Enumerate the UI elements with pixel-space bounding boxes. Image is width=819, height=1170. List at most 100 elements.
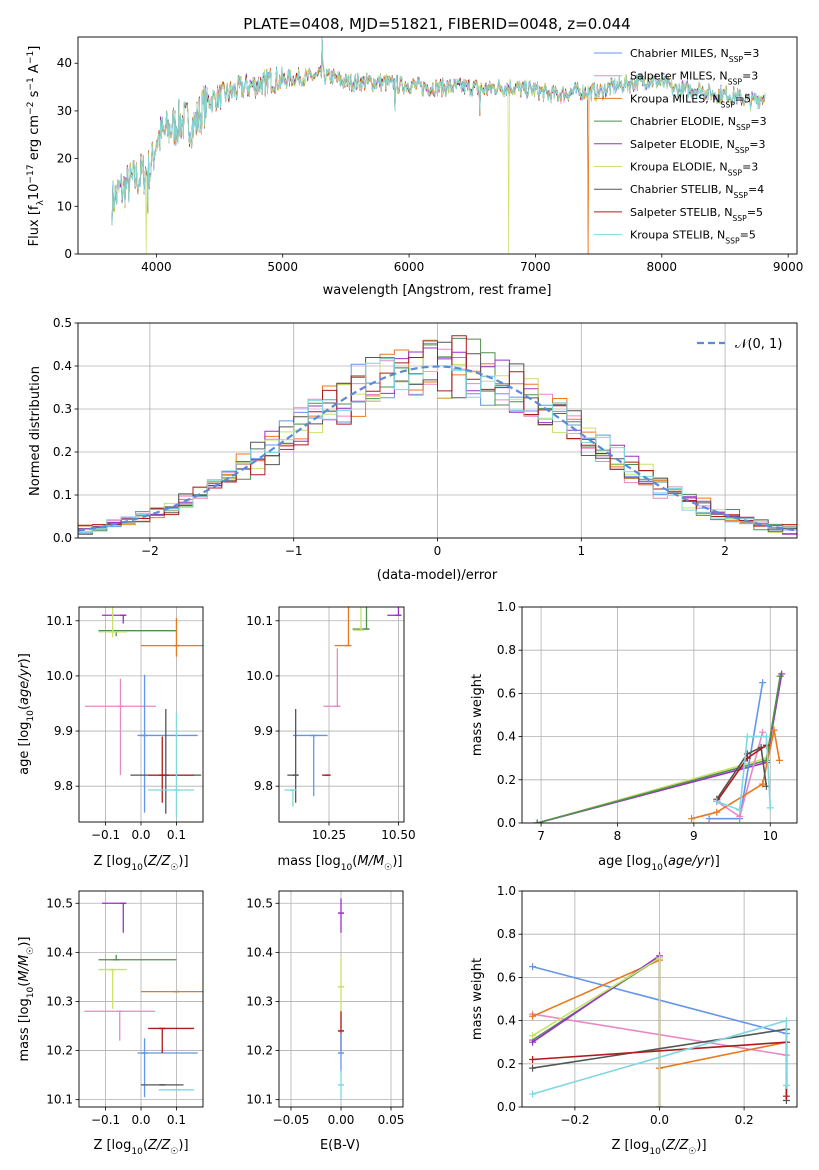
weight-marker (529, 1032, 537, 1040)
y-tick-label: 30 (57, 104, 72, 118)
x-tick-label: −2 (141, 544, 159, 558)
plot-marks (78, 335, 797, 538)
weight-marker (782, 1017, 790, 1025)
chart-spectrum: 4000 5000 6000 7000 8000 9000 0 10 20 30 40 Chabrie… (26, 36, 804, 298)
y-tick-label: 0.2 (53, 445, 72, 459)
x-tick-label: 10 (763, 829, 778, 843)
weight-line (716, 746, 768, 800)
legend-entry: Salpeter MILES, NSSP=3 (630, 70, 758, 87)
legend-entry: 𝒩(0, 1) (735, 337, 782, 352)
x-tick-label: 8 (614, 829, 622, 843)
y-axis-label: Flux [fλ10−17 erg cm−2 s−1 A−1] (26, 46, 46, 247)
weight-marker (782, 1092, 790, 1100)
weight-marker (656, 954, 663, 962)
figure-title: PLATE=0408, MJD=51821, FIBERID=0048, z=0… (243, 15, 630, 33)
y-tick-label: 1.0 (497, 884, 516, 898)
axes-frame (77, 322, 798, 539)
y-tick-label: 9.9 (54, 724, 73, 738)
weight-marker (529, 1090, 537, 1098)
y-tick-label: 10.2 (246, 1044, 273, 1058)
y-axis-label: Normed distribution (28, 366, 43, 496)
chart-weight-vs-age: 7 8 9 10 0.0 0.2 0.4 0.6 0.8 1.0 age [log10(age/yr… (470, 600, 798, 873)
x-tick-label: 2 (721, 544, 729, 558)
x-tick-label: 9 (690, 829, 698, 843)
x-tick-label: 4000 (141, 260, 172, 274)
normal-curve (78, 365, 797, 532)
y-tick-label: 20 (57, 152, 72, 166)
y-tick-label: 40 (57, 56, 72, 70)
x-tick-label: 5000 (267, 260, 298, 274)
x-axis-label: wavelength [Angstrom, rest frame] (323, 283, 552, 298)
chart-mass-vs-Z: −0.1 0.0 0.1 10.1 10.2 10.3 10.4 10.5 Z [log10(Z… (17, 890, 204, 1157)
x-tick-label: 0.2 (735, 1113, 754, 1127)
y-tick-label: 0.4 (497, 730, 516, 744)
chart-residuals: −2 −1 0 1 2 0.0 0.1 0.2 0.3 0.4 0.5 𝒩(0, 1) (data-mo… (28, 316, 798, 583)
y-tick-label: 0.8 (497, 643, 516, 657)
y-tick-label: 10.2 (46, 1044, 73, 1058)
weight-marker (782, 1081, 790, 1089)
x-tick-label: −0.1 (91, 828, 120, 842)
axes-frame (78, 606, 204, 823)
x-axis-label: Z [log10(Z/Z☉)] (93, 1138, 188, 1157)
axes-frame (521, 606, 798, 824)
weight-line (532, 956, 661, 1107)
weight-marker (743, 733, 751, 741)
legend-entry: Kroupa STELIB, NSSP=5 (630, 229, 756, 246)
weight-marker (533, 819, 541, 823)
y-axis-label: mass [log10(M/M☉)] (17, 937, 36, 1062)
y-tick-label: 10.3 (46, 994, 73, 1008)
weight-marker (713, 797, 721, 805)
axes-frame (278, 606, 405, 823)
y-tick-label: 10.0 (46, 669, 73, 683)
y-tick-label: 0.2 (497, 1057, 516, 1071)
plot-marks (284, 607, 402, 807)
chart-mass-vs-EBV: −0.05 0.00 0.05 10.1 10.2 10.3 10.4 10.5 E(B-V) (246, 890, 405, 1153)
spectrum-line-salpeter-stelib (111, 38, 589, 254)
x-tick-label: 0.05 (378, 1113, 405, 1127)
y-tick-label: 0.1 (53, 488, 72, 502)
y-tick-label: 0 (64, 247, 72, 261)
y-tick-label: 9.8 (54, 779, 73, 793)
weight-line (532, 956, 661, 1107)
weight-marker (529, 1064, 537, 1072)
plot-marks (85, 607, 203, 818)
chart-weight-vs-Z: −0.2 0.0 0.2 0.0 0.2 0.4 0.6 0.8 1.0 Z [log10(Z/Z… (470, 884, 798, 1157)
y-tick-label: 10.3 (246, 994, 273, 1008)
x-tick-label: 6000 (394, 260, 425, 274)
y-tick-label: 1.0 (497, 600, 516, 614)
x-tick-label: 0 (434, 544, 442, 558)
axes-frame (278, 890, 404, 1108)
x-tick-label: 0.1 (167, 1113, 186, 1127)
weight-marker (705, 815, 713, 823)
y-tick-label: 10.1 (46, 1093, 73, 1107)
weight-marker (762, 733, 770, 741)
x-tick-label: 0.1 (167, 828, 186, 842)
y-tick-label: 0.8 (497, 927, 516, 941)
y-tick-label: 10.5 (46, 896, 73, 910)
x-tick-label: −0.1 (91, 1113, 120, 1127)
y-tick-label: 0.0 (497, 816, 516, 830)
x-tick-label: 7 (537, 829, 545, 843)
x-tick-label: 10.25 (312, 828, 346, 842)
weight-marker (713, 808, 721, 816)
plot-marks (529, 952, 790, 1107)
y-axis-label: age [log10(age/yr)] (17, 653, 36, 775)
legend-entry: Kroupa MILES, NSSP=5 (630, 92, 751, 109)
x-tick-label: 9000 (773, 260, 804, 274)
x-axis-label: Z [log10(Z/Z☉)] (611, 1138, 706, 1157)
y-tick-label: 9.9 (254, 724, 273, 738)
weight-marker (529, 1012, 537, 1020)
x-axis-label: age [log10(age/yr)] (598, 854, 720, 873)
chart-age-vs-mass: 10.25 10.50 9.8 9.9 10.0 10.1 mass [log10(M/M☉… (246, 606, 416, 873)
weight-marker (529, 963, 537, 971)
plot-marks (533, 670, 786, 823)
x-tick-label: −1 (285, 544, 303, 558)
y-tick-label: 0.6 (497, 686, 516, 700)
y-tick-label: 0.5 (53, 316, 72, 330)
weight-marker (736, 806, 744, 814)
weight-marker (776, 672, 784, 680)
axes-frame (521, 890, 798, 1108)
x-axis-label: (data-model)/error (377, 568, 498, 583)
weight-marker (688, 815, 696, 823)
